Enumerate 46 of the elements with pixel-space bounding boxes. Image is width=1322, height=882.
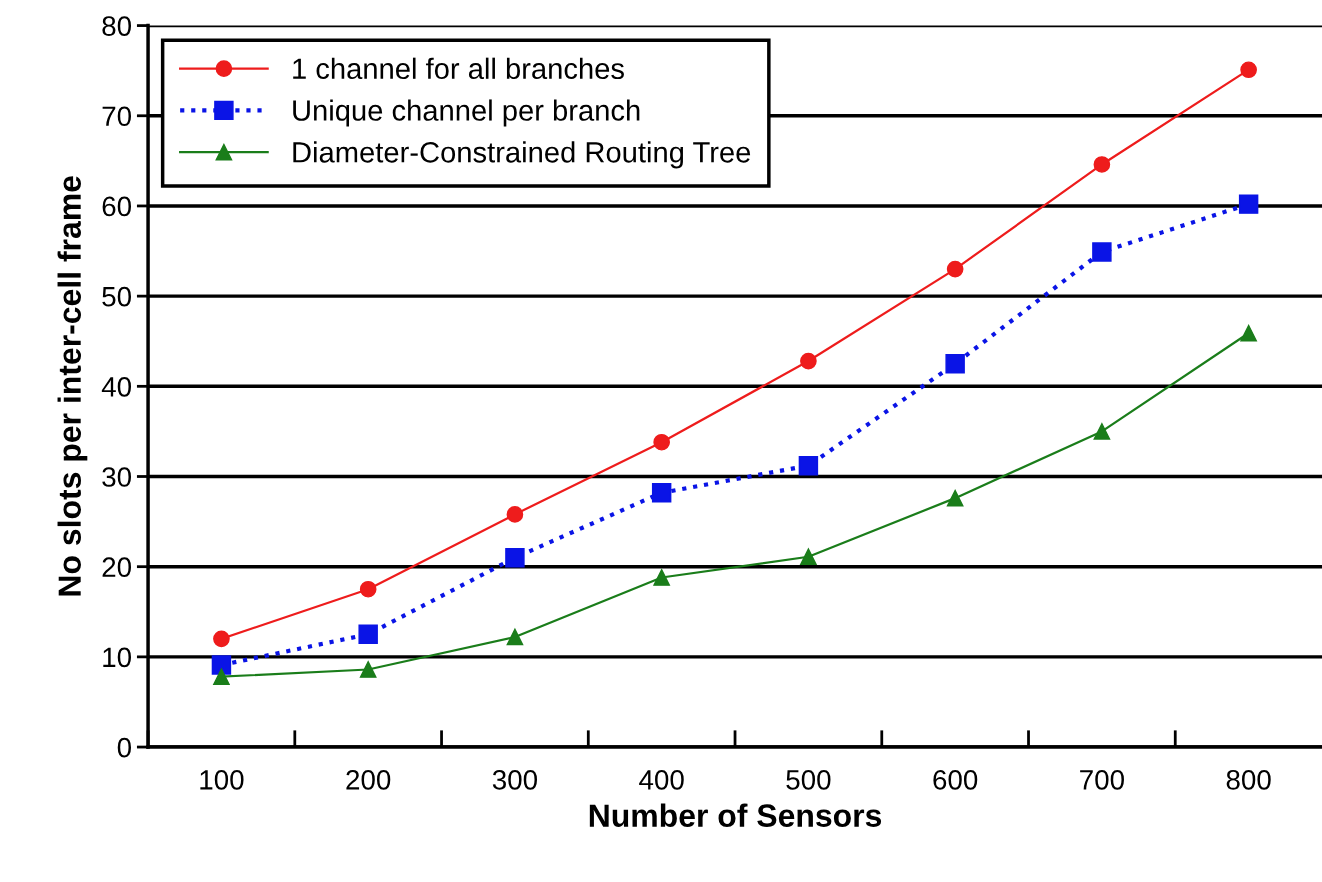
point [1240, 61, 1257, 79]
point [213, 630, 230, 648]
point [798, 455, 819, 476]
x-tick-label: 600 [933, 770, 978, 790]
legend-label: Diameter-Constrained Routing Tree [293, 141, 751, 169]
point [359, 580, 377, 598]
x-tick-label: 200 [346, 770, 391, 790]
point [946, 260, 964, 278]
point [945, 354, 965, 374]
x-tick-label: 700 [1080, 770, 1124, 790]
legend-label: Unique channel per branch [293, 99, 640, 127]
point [1240, 324, 1257, 342]
point [1093, 423, 1111, 440]
point [800, 548, 817, 566]
y-axis-title: No slots per inter-cell frame [57, 176, 88, 596]
y-tick-label: 50 [102, 286, 132, 307]
point [651, 483, 672, 503]
point [946, 489, 964, 507]
point [1093, 156, 1111, 173]
point [1238, 194, 1259, 214]
x-axis-title: Number of Sensors [589, 803, 882, 827]
y-tick-label: 80 [102, 16, 132, 36]
y-tick-label: 20 [102, 557, 132, 578]
x-tick-label: 300 [492, 770, 538, 790]
point [358, 624, 378, 645]
x-tick-label: 400 [639, 770, 684, 790]
x-tick-label: 800 [1226, 770, 1271, 790]
y-tick-label: 40 [101, 376, 132, 397]
y-tick-label: 10 [103, 647, 132, 668]
y-tick-label: 30 [102, 467, 132, 487]
point [506, 628, 524, 646]
x-tick-label: 500 [786, 770, 831, 790]
point [653, 569, 670, 586]
y-tick-label: 70 [102, 106, 132, 127]
y-tick-label: 0 [117, 737, 132, 758]
point [213, 668, 230, 686]
x-tick-label: 100 [200, 770, 244, 790]
legend-label: 1 channel for all branches [293, 57, 624, 80]
point [506, 506, 524, 523]
point [505, 547, 525, 568]
y-tick-label: 60 [102, 196, 132, 217]
point [800, 352, 817, 370]
point [653, 433, 670, 451]
point [211, 655, 232, 675]
point [1092, 242, 1112, 262]
point [359, 661, 377, 678]
